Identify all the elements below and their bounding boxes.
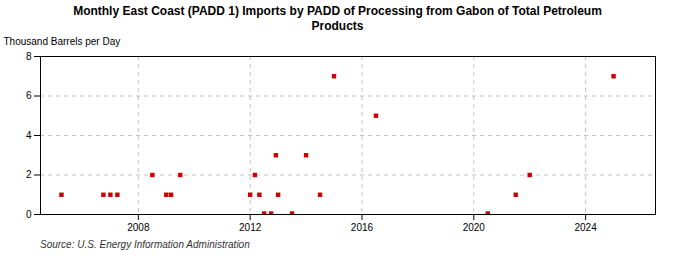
svg-text:0: 0: [26, 209, 32, 220]
svg-text:2020: 2020: [463, 222, 486, 233]
svg-text:Thousand Barrels per Day: Thousand Barrels per Day: [4, 36, 121, 47]
svg-text:2: 2: [26, 169, 32, 180]
svg-text:2024: 2024: [574, 222, 597, 233]
svg-text:4: 4: [26, 130, 32, 141]
svg-text:6: 6: [26, 90, 32, 101]
html-text:Monthly East Coast (PADD 1) Im: Monthly East Coast (PADD 1) Imports by P…: [73, 4, 602, 33]
svg-text:2008: 2008: [127, 222, 150, 233]
html-text:Source: U.S. Energy Informatio: Source: U.S. Energy Information Administ…: [40, 239, 250, 250]
svg-text:2012: 2012: [239, 222, 262, 233]
svg-text:8: 8: [26, 51, 32, 62]
svg-text:2016: 2016: [351, 222, 374, 233]
